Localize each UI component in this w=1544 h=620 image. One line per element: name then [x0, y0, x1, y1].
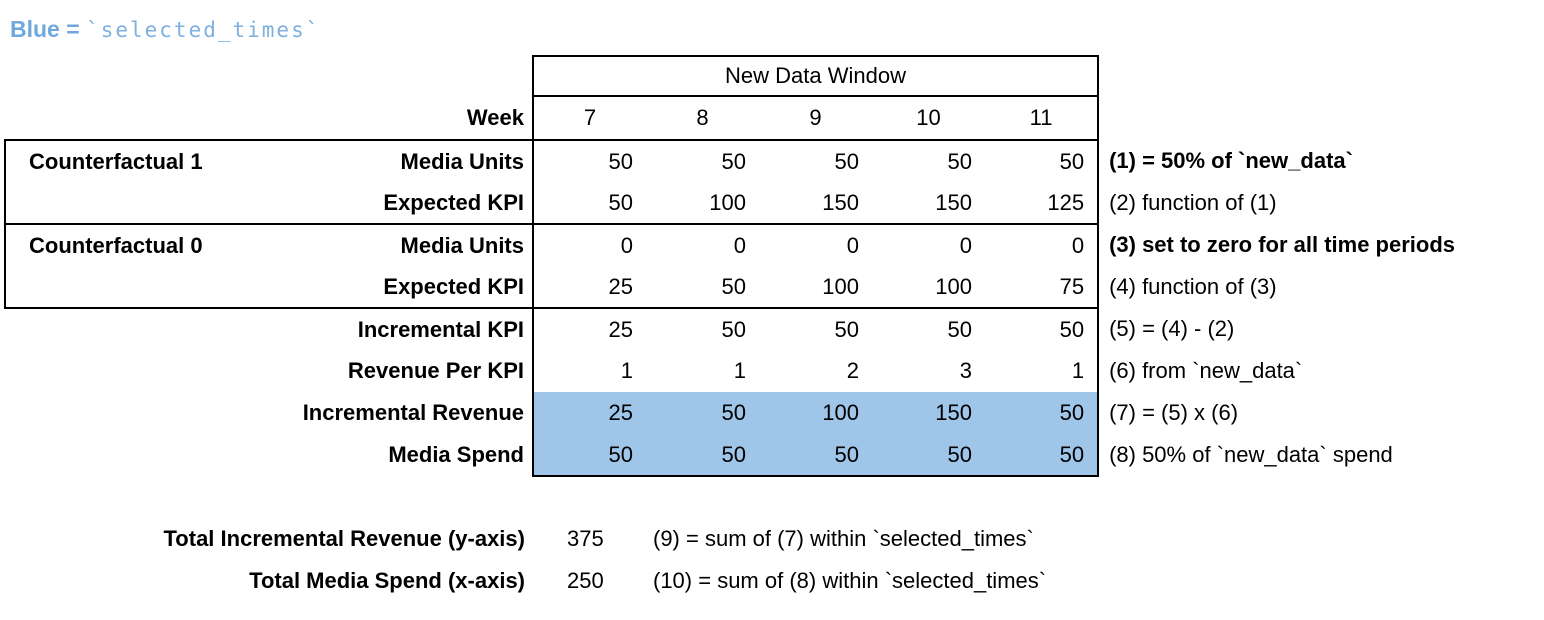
value-cell: 50: [721, 148, 746, 174]
value-cell: 50: [985, 308, 1100, 350]
blank-cell: [5, 434, 250, 476]
total-value: 375: [567, 526, 604, 551]
value-cell: 50: [947, 148, 972, 174]
gap-row: [0, 476, 1544, 518]
annotation: (5) = (4) - (2): [1109, 316, 1235, 341]
value-cell: 1: [985, 350, 1100, 392]
value-cell: 1: [733, 358, 746, 383]
group-label: [4, 266, 250, 309]
value-cell: 100: [759, 266, 872, 309]
value-cell: 50: [532, 140, 646, 182]
value-cell: 75: [985, 266, 1100, 309]
group-label: [4, 182, 250, 225]
legend: Blue = `selected_times`: [10, 16, 320, 43]
annotation: (8) 50% of `new_data` spend: [1109, 442, 1393, 467]
calculation-table: New Data Window Week 7 8 9 10 11 Counter…: [0, 55, 1544, 602]
value-cell-highlighted: 100: [759, 392, 872, 434]
value-cell-highlighted: 50: [532, 434, 646, 477]
row-label: Expected KPI: [250, 182, 533, 225]
value-cell: 150: [872, 182, 985, 225]
value-cell: 50: [985, 140, 1100, 182]
value-cell: 0: [532, 224, 646, 266]
blank-cell: [5, 308, 250, 350]
annotation: (7) = (5) x (6): [1109, 400, 1239, 425]
value-cell-highlighted: 50: [872, 434, 985, 477]
value-cell: 50: [646, 266, 759, 309]
annotation: (6) from `new_data`: [1109, 358, 1303, 383]
annotation: (2) function of (1): [1109, 190, 1277, 215]
total-value: 250: [567, 568, 604, 593]
blank-cell: [5, 392, 250, 434]
value-cell: 50: [721, 316, 746, 342]
total-annotation: (9) = sum of (7) within `selected_times`: [653, 526, 1034, 551]
legend-label: Blue =: [10, 16, 87, 42]
table-row-cf0-expected-kpi: Expected KPI 25 50 100 100 75 (4) functi…: [0, 266, 1544, 309]
value-cell: 50: [532, 182, 646, 225]
value-cell-highlighted: 25: [532, 392, 646, 434]
group-label: Counterfactual 1: [4, 140, 250, 182]
group-label: Counterfactual 0: [4, 224, 250, 266]
table-row-cf1-expected-kpi: Expected KPI 50 100 150 150 125 (2) func…: [0, 182, 1544, 225]
value-cell: 3: [959, 358, 972, 383]
new-data-window-header: New Data Window: [531, 55, 1100, 97]
week-cell: 7: [532, 96, 646, 141]
table-row-cf0-media-units: Counterfactual 0 Media Units 0 0 0 0 0 (…: [0, 224, 1544, 266]
value-cell: 0: [733, 232, 746, 258]
week-cell: 10: [872, 96, 985, 141]
row-label: Media Units: [400, 148, 524, 174]
table-row-media-spend: Media Spend 50 50 50 50 50 (8) 50% of `n…: [0, 434, 1544, 477]
week-row-label: Week: [5, 96, 533, 141]
row-label: Media Units: [400, 232, 524, 258]
value-cell: 0: [846, 232, 859, 258]
value-cell: 100: [646, 182, 759, 225]
week-cell: 11: [985, 96, 1100, 141]
value-cell: 25: [532, 308, 646, 350]
value-cell: 0: [959, 232, 972, 258]
value-cell-highlighted: 50: [646, 434, 759, 477]
row-label: Revenue Per KPI: [347, 358, 524, 383]
blank-cell: [5, 56, 533, 96]
value-cell-highlighted: 50: [759, 434, 872, 477]
blank-cell: [1098, 96, 1544, 140]
row-label: Expected KPI: [250, 266, 533, 309]
row-label: Incremental KPI: [357, 316, 524, 342]
value-cell-highlighted: 50: [646, 392, 759, 434]
annotation: (3) set to zero for all time periods: [1109, 232, 1456, 257]
blank-cell: [1098, 56, 1544, 96]
value-cell: 25: [532, 266, 646, 309]
value-cell: 2: [846, 358, 859, 383]
value-cell-highlighted: 50: [985, 434, 1100, 477]
annotation: (1) = 50% of `new_data`: [1109, 148, 1353, 173]
table-row-incremental-revenue: Incremental Revenue 25 50 100 150 50 (7)…: [0, 392, 1544, 434]
legend-code-token: `selected_times`: [86, 18, 321, 42]
table-row-revenue-per-kpi: Revenue Per KPI 1 1 2 3 1 (6) from `new_…: [0, 350, 1544, 392]
week-cell: 9: [759, 96, 872, 141]
value-cell: 125: [985, 182, 1100, 225]
value-cell: 1: [532, 350, 646, 392]
total-row-incremental-revenue: Total Incremental Revenue (y-axis) 375 (…: [0, 518, 1544, 560]
row-label: Media Spend: [388, 442, 524, 467]
blank-cell: [0, 476, 1544, 518]
value-cell: 50: [834, 148, 859, 174]
value-cell: 100: [872, 266, 985, 309]
value-cell-highlighted: 150: [872, 392, 985, 434]
total-row-media-spend: Total Media Spend (x-axis) 250 (10) = su…: [0, 560, 1544, 602]
week-row: Week 7 8 9 10 11: [0, 96, 1544, 141]
value-cell: 150: [759, 182, 872, 225]
row-label: Incremental Revenue: [302, 400, 524, 425]
table-row-cf1-media-units: Counterfactual 1 Media Units 50 50 50 50…: [0, 140, 1544, 182]
week-cell: 8: [646, 96, 759, 141]
annotation: (4) function of (3): [1109, 274, 1277, 299]
value-cell-highlighted: 50: [985, 392, 1100, 434]
total-label: Total Media Spend (x-axis): [249, 568, 525, 593]
total-annotation: (10) = sum of (8) within `selected_times…: [653, 568, 1047, 593]
total-label: Total Incremental Revenue (y-axis): [163, 526, 526, 551]
value-cell: 0: [985, 224, 1100, 266]
blank-cell: [5, 350, 250, 392]
value-cell: 50: [834, 316, 859, 342]
header-row: New Data Window: [0, 55, 1544, 97]
value-cell: 50: [947, 316, 972, 342]
table-row-incremental-kpi: Incremental KPI 25 50 50 50 50 (5) = (4)…: [0, 308, 1544, 350]
